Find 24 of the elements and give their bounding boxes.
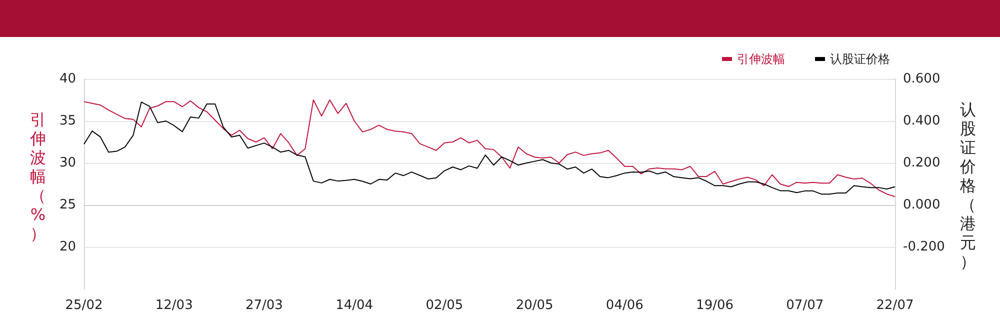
y2-tick-label: 0.600 <box>903 72 940 86</box>
y-tick-label: 40 <box>59 72 76 86</box>
y-tick-label: 30 <box>59 156 76 170</box>
y-tick-label: 20 <box>59 240 76 254</box>
y-axis-title: 引伸波幅（%） <box>29 110 47 243</box>
y2-tick-label: -0.200 <box>903 240 945 254</box>
x-tick-label: 27/03 <box>245 298 283 313</box>
y2-tick-label: 0.200 <box>903 156 940 170</box>
x-tick-label: 25/02 <box>65 298 103 313</box>
text: 认股证价格（港元） <box>960 100 976 271</box>
legend-label: 认股证价格 <box>830 52 890 66</box>
x-tick-label: 04/06 <box>606 298 644 313</box>
x-tick-label: 14/04 <box>336 298 374 313</box>
x-tick-label: 22/07 <box>876 298 914 313</box>
y2-tick-label: 0.000 <box>903 198 940 212</box>
x-tick-label: 02/05 <box>426 298 464 313</box>
x-tick-label: 19/06 <box>696 298 734 313</box>
x-tick-label: 20/05 <box>516 298 554 313</box>
y-tick-label: 35 <box>59 114 76 128</box>
legend-label: 引伸波幅 <box>737 52 785 66</box>
x-tick-label: 07/07 <box>786 298 824 313</box>
y2-tick-label: 0.400 <box>903 114 940 128</box>
x-tick-label: 12/03 <box>155 298 193 313</box>
y-tick-label: 25 <box>59 198 76 212</box>
